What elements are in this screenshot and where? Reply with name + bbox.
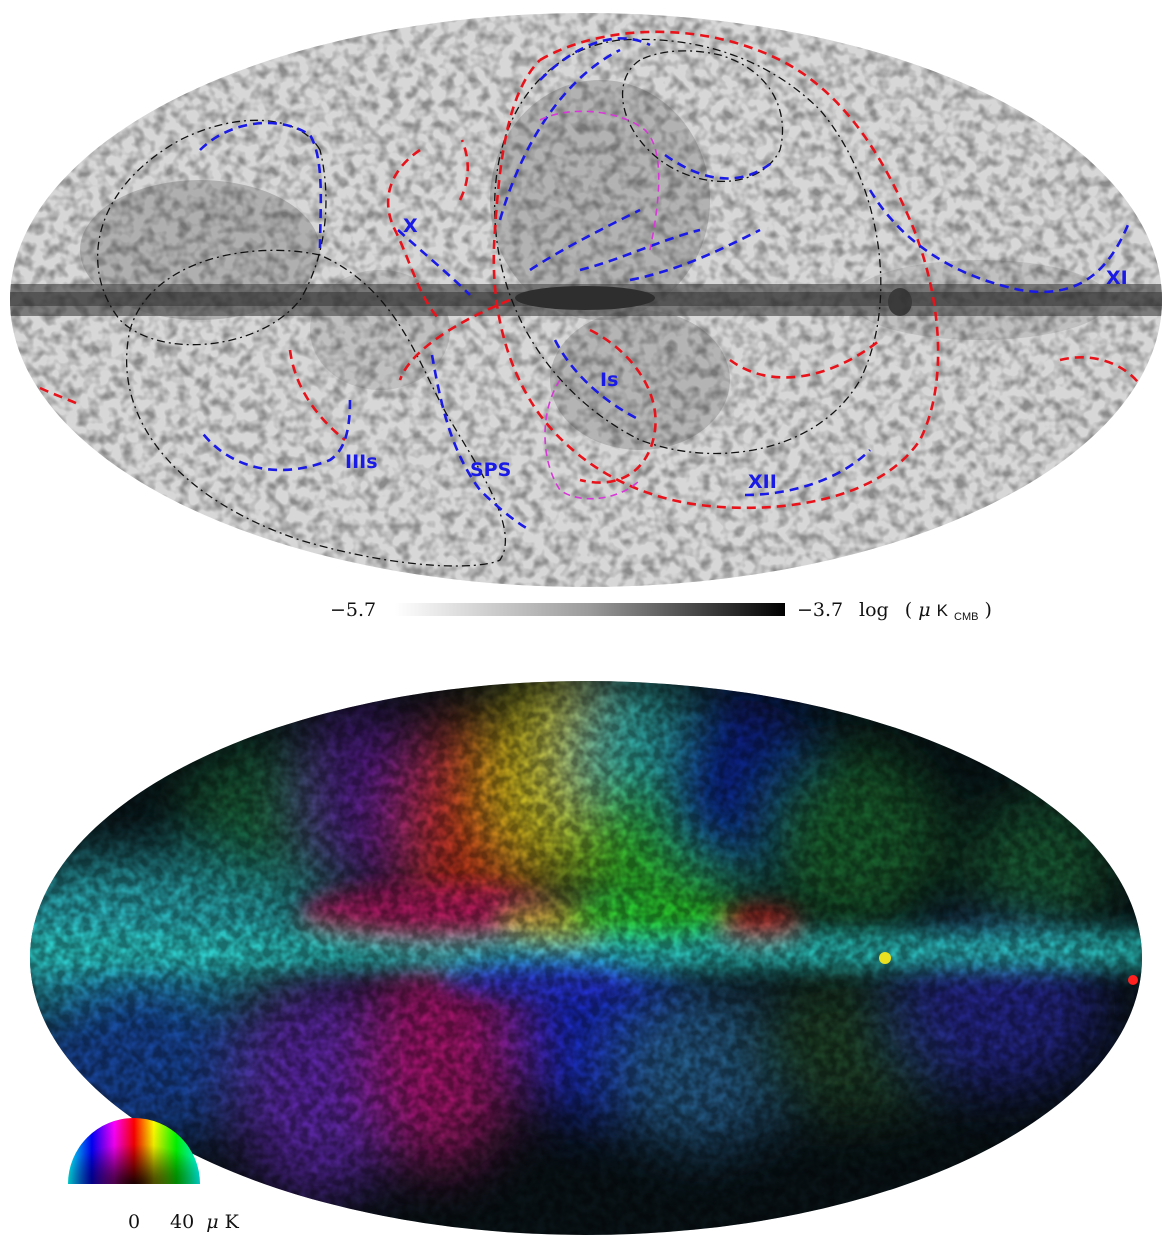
colorbar-gradient <box>395 603 785 616</box>
unit-k: K <box>937 601 949 620</box>
colorbar-max-label: −3.7 <box>797 599 843 621</box>
colorbar-min-label: −5.7 <box>330 599 376 621</box>
unit-sub: CMB <box>954 611 978 623</box>
wheel-zero-label: 0 <box>128 1211 140 1233</box>
unit-mu: μ <box>918 599 930 621</box>
angle-color-wheel: 0 40 μ K <box>68 1118 240 1233</box>
region-label-iiis: IIIs <box>345 451 378 473</box>
wheel-max-label: 40 μ K <box>170 1211 240 1233</box>
region-labels: X XI Is IIIs SPS XII <box>345 215 1128 493</box>
wheel-unit-mu: μ <box>206 1211 218 1233</box>
sky-map-color <box>30 681 1142 1235</box>
colorbar: −5.7 −3.7 log ( μ K CMB ) <box>330 599 992 625</box>
wheel-unit-k: K <box>225 1211 240 1233</box>
unit-close: ) <box>985 599 992 621</box>
region-label-sps: SPS <box>470 459 511 481</box>
polarization-angle-map: 0 40 μ K <box>30 681 1142 1235</box>
unit-open: ( <box>905 599 912 621</box>
region-label-xii: XII <box>748 471 777 493</box>
loop-dashed-magenta <box>539 110 660 500</box>
loop-dashed-blue <box>198 37 1132 532</box>
loop-dashed-red <box>39 30 1142 510</box>
region-label-x: X <box>403 215 418 237</box>
wheel-max-value: 40 <box>170 1211 194 1233</box>
sky-map-grayscale <box>10 13 1162 587</box>
region-label-is: Is <box>600 369 618 391</box>
colorbar-unit: log ( μ K CMB ) <box>859 599 992 625</box>
loop-dashdot-black <box>97 38 882 567</box>
unit-log: log <box>859 599 889 621</box>
polarization-fraction-map: X XI Is IIIs SPS XII −5.7 −3.7 log ( μ K… <box>10 13 1162 625</box>
wheel-shade <box>68 1118 200 1184</box>
region-label-xi: XI <box>1106 267 1128 289</box>
